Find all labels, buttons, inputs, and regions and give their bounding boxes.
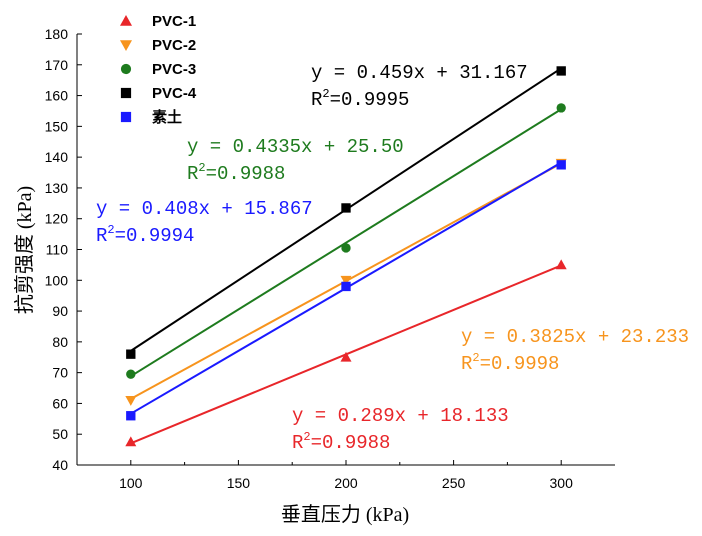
r2-superscript: 2 — [107, 223, 114, 237]
r2-superscript: 2 — [322, 87, 329, 101]
circle-marker — [120, 63, 132, 75]
r2-value: =0.9988 — [311, 432, 391, 454]
y-tick-label: 160 — [45, 88, 69, 104]
r2-letter: R — [292, 432, 303, 454]
legend-label: PVC-3 — [152, 61, 196, 78]
y-tick-label: 60 — [52, 395, 68, 411]
r2-value: =0.9994 — [115, 225, 195, 247]
y-axis-title: 抗剪强度 (kPa) — [13, 186, 36, 314]
fit-r-squared: R2=0.9988 — [187, 161, 285, 185]
square-marker — [341, 203, 351, 213]
y-tick-label: 150 — [45, 118, 69, 134]
x-tick-label: 250 — [442, 475, 466, 491]
triangle-marker — [125, 395, 137, 406]
axes: 100 150 200 250 300 40 50 60 70 80 90 100 110 120 130 1… — [45, 26, 615, 491]
fit-r-squared: R2=0.9988 — [292, 430, 390, 454]
fit-r-squared: R2=0.9995 — [311, 87, 409, 111]
r2-letter: R — [187, 163, 198, 185]
x-tick-label: 200 — [334, 475, 358, 491]
r2-superscript: 2 — [303, 430, 310, 444]
y-tick-label: 120 — [45, 211, 69, 227]
data-points — [125, 66, 567, 447]
r2-letter: R — [311, 89, 322, 111]
x-tick-label: 300 — [550, 475, 574, 491]
fit-r-squared: R2=0.9998 — [461, 351, 559, 375]
fit-equation: y = 0.289x + 18.133 — [292, 405, 509, 427]
triangle-marker — [340, 275, 352, 286]
r2-value: =0.9998 — [480, 353, 560, 375]
circle-marker — [556, 103, 566, 113]
fit-equation: y = 0.459x + 31.167 — [311, 62, 528, 84]
y-tick-label: 90 — [52, 303, 68, 319]
fit-r-squared: R2=0.9994 — [96, 223, 194, 247]
circle-marker — [126, 369, 136, 379]
legend-label: PVC-2 — [152, 37, 196, 54]
y-tick-label: 50 — [52, 426, 68, 442]
y-tick-label: 110 — [46, 242, 69, 258]
x-tick-label: 100 — [119, 475, 143, 491]
legend-label: PVC-1 — [152, 13, 196, 30]
square-marker — [120, 111, 132, 123]
square-marker — [556, 160, 566, 170]
r2-letter: R — [96, 225, 107, 247]
y-tick-label: 80 — [52, 334, 68, 350]
r2-value: =0.9988 — [206, 163, 286, 185]
r2-value: =0.9995 — [330, 89, 410, 111]
triangle-marker — [120, 40, 132, 51]
y-tick-label: 140 — [45, 149, 69, 165]
fit-lines — [130, 67, 562, 445]
r2-letter: R — [461, 353, 472, 375]
triangle-marker — [125, 436, 137, 447]
fit-equation: y = 0.4335x + 25.50 — [187, 136, 404, 158]
legend-label: PVC-4 — [152, 85, 197, 102]
y-tick-label: 40 — [52, 457, 68, 473]
square-marker — [126, 349, 136, 359]
fit-equation: y = 0.3825x + 23.233 — [461, 326, 689, 348]
triangle-marker — [555, 259, 567, 270]
square-marker — [120, 87, 132, 99]
x-tick-label: 150 — [227, 475, 251, 491]
circle-marker — [341, 243, 351, 253]
square-marker — [556, 66, 566, 76]
legend-label: 素土 — [152, 108, 182, 126]
r2-superscript: 2 — [472, 351, 479, 365]
legend: PVC-1 PVC-2 PVC-3 PVC-4 素土 — [120, 13, 197, 126]
y-tick-label: 170 — [45, 57, 69, 73]
y-tick-label: 130 — [45, 180, 69, 196]
y-tick-label: 180 — [45, 26, 69, 42]
triangle-marker — [120, 15, 132, 26]
y-tick-label: 100 — [45, 272, 69, 288]
square-marker — [126, 411, 136, 421]
square-marker — [341, 281, 351, 292]
triangle-marker — [340, 351, 352, 362]
x-axis-title: 垂直压力 (kPa) — [281, 503, 409, 526]
r2-superscript: 2 — [198, 161, 205, 175]
fit-line — [130, 108, 562, 378]
y-tick-label: 70 — [52, 365, 68, 381]
fit-equation: y = 0.408x + 15.867 — [96, 198, 313, 220]
